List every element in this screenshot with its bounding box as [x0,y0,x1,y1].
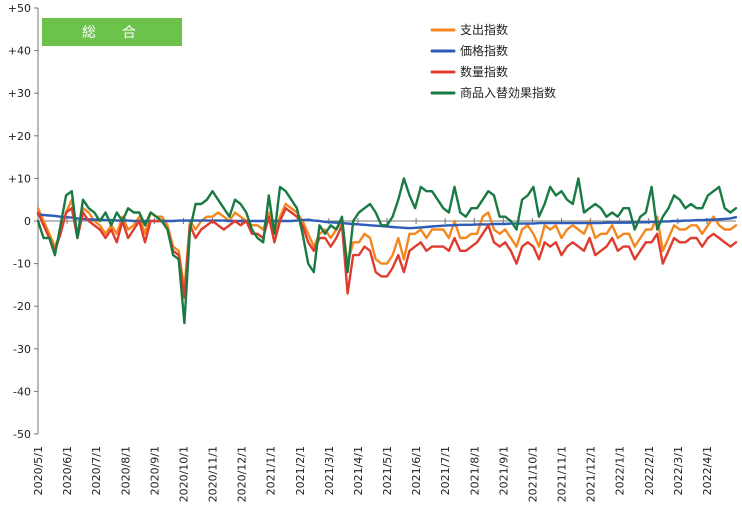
legend-label-0: 支出指数 [460,22,508,37]
x-tick-label: 2022/3/1 [672,446,685,495]
x-tick-label: 2022/2/1 [643,446,656,495]
plot-area [36,177,738,325]
y-tick-label: +50 [8,2,31,15]
overlay: 総 合 [42,18,182,46]
y-tick-label: -40 [13,385,31,398]
y-tick-label: -20 [13,300,31,313]
badge-background [42,18,182,46]
y-tick-label: -10 [13,258,31,271]
y-tick-label: -50 [13,428,31,441]
series-line-3 [36,177,738,325]
x-tick-label: 2021/9/1 [497,446,510,495]
y-tick-label: +10 [8,172,31,185]
x-tick-label: 2020/8/1 [119,446,132,495]
legend-label-1: 価格指数 [460,43,508,58]
x-tick-label: 2022/1/1 [614,446,627,495]
x-tick-label: 2021/6/1 [410,446,423,495]
x-tick-label: 2020/5/1 [32,446,45,495]
series-line-2 [36,206,738,299]
y-tick-label: 0 [24,215,31,228]
badge-label: 総 合 [82,25,142,41]
x-tick-label: 2020/6/1 [61,446,74,495]
x-tick-label: 2022/4/1 [701,446,714,495]
x-tick-label: 2020/11/1 [207,446,220,502]
legend-label-3: 商品入替効果指数 [460,85,556,100]
x-tick-label: 2021/12/1 [585,446,598,502]
x-tick-label: 2021/5/1 [381,446,394,495]
x-tick-label: 2021/4/1 [352,446,365,495]
x-tick-label: 2021/8/1 [468,446,481,495]
x-tick-label: 2021/3/1 [323,446,336,495]
y-tick-label: -30 [13,343,31,356]
x-tick-label: 2020/7/1 [90,446,103,495]
y-tick-label: +20 [8,130,31,143]
x-tick-label: 2021/7/1 [439,446,452,495]
legend-label-2: 数量指数 [460,64,508,79]
x-tick-label: 2021/10/1 [526,446,539,502]
y-tick-label: +30 [8,87,31,100]
y-tick-label: +40 [8,45,31,58]
x-tick-label: 2020/9/1 [148,446,161,495]
x-tick-label: 2021/11/1 [556,446,569,502]
x-tick-label: 2021/1/1 [265,446,278,495]
x-tick-label: 2020/10/1 [177,446,190,502]
x-tick-label: 2021/2/1 [294,446,307,495]
x-tick-label: 2020/12/1 [236,446,249,502]
